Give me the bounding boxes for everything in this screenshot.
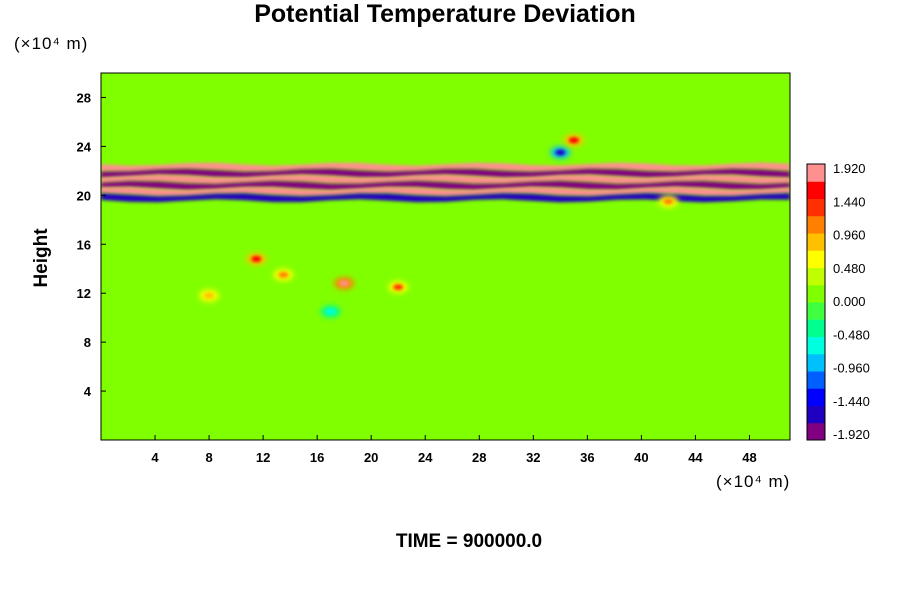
heatmap-feature — [278, 271, 289, 278]
colorbar-segment — [807, 267, 825, 286]
colorbar-tick-label: 1.920 — [833, 161, 866, 176]
colorbar-segment — [807, 319, 825, 337]
x-tick-label: 12 — [256, 450, 270, 465]
x-tick-label: 32 — [526, 450, 540, 465]
x-tick-label: 36 — [580, 450, 594, 465]
heatmap-band — [101, 180, 790, 191]
time-label: TIME = 900000.0 — [395, 531, 543, 552]
x-tick-label: 28 — [472, 450, 486, 465]
chart-title: Potential Temperature Deviation — [254, 0, 636, 28]
colorbar-segment — [807, 284, 825, 303]
x-tick-label: 20 — [364, 450, 378, 465]
colorbar-segment — [807, 164, 825, 182]
heatmap-band — [101, 187, 790, 197]
colorbar-tick-label: -1.440 — [833, 394, 870, 409]
colorbar-segment — [807, 233, 825, 251]
colorbar-tick-label: 0.960 — [833, 228, 866, 243]
x-tick-label: 8 — [205, 450, 212, 465]
heatmap-feature — [393, 284, 404, 291]
colorbar-segment — [807, 198, 825, 217]
colorbar-segment — [807, 336, 825, 355]
y-tick-label: 28 — [77, 90, 91, 105]
colorbar-tick-label: -0.480 — [833, 327, 870, 342]
heatmap-feature — [555, 149, 566, 156]
colorbar-segment — [807, 302, 825, 320]
x-tick-label: 40 — [634, 450, 648, 465]
colorbar-tick-label: 0.480 — [833, 261, 866, 276]
colorbar-segment — [807, 353, 825, 372]
colorbar-segment — [807, 388, 825, 406]
colorbar-segment — [807, 215, 825, 234]
colorbar-segment — [807, 181, 825, 199]
x-tick-label: 4 — [151, 450, 159, 465]
y-tick-label: 8 — [84, 335, 91, 350]
heatmap-feature — [568, 137, 579, 144]
heatmap-background — [101, 73, 790, 440]
heatmap-feature — [325, 308, 336, 315]
heatmap-band — [101, 193, 790, 203]
colorbar-segment — [807, 250, 825, 268]
colorbar-segment — [807, 371, 825, 389]
colorbar-tick-label: 1.440 — [833, 194, 866, 209]
colorbar-tick-label: -1.920 — [833, 427, 870, 442]
x-tick-label: 24 — [418, 450, 433, 465]
heatmap-feature — [339, 280, 350, 287]
colorbar-segment — [807, 405, 825, 424]
colorbar-frame — [806, 163, 826, 441]
x-tick-label: 44 — [688, 450, 703, 465]
colorbar-tick-label: -0.960 — [833, 361, 870, 376]
heatmap-feature — [204, 292, 215, 299]
y-axis-unit: (×10⁴ m) — [14, 34, 89, 53]
x-axis-unit: (×10⁴ m) — [716, 472, 791, 491]
colorbar-tick-label: 0.000 — [833, 294, 866, 309]
y-tick-label: 12 — [77, 286, 91, 301]
heatmap-feature — [663, 198, 674, 205]
heatmap-feature — [251, 255, 262, 262]
x-tick-label: 48 — [742, 450, 756, 465]
y-tick-label: 16 — [77, 237, 91, 252]
y-tick-label: 4 — [84, 384, 92, 399]
y-tick-label: 20 — [77, 188, 91, 203]
plot-frame — [100, 72, 791, 441]
heatmap-band — [101, 168, 790, 178]
heatmap-band — [101, 162, 790, 172]
colorbar-segment — [807, 422, 825, 441]
heatmap-band — [101, 174, 790, 185]
y-tick-label: 24 — [77, 139, 92, 154]
x-tick-label: 16 — [310, 450, 324, 465]
